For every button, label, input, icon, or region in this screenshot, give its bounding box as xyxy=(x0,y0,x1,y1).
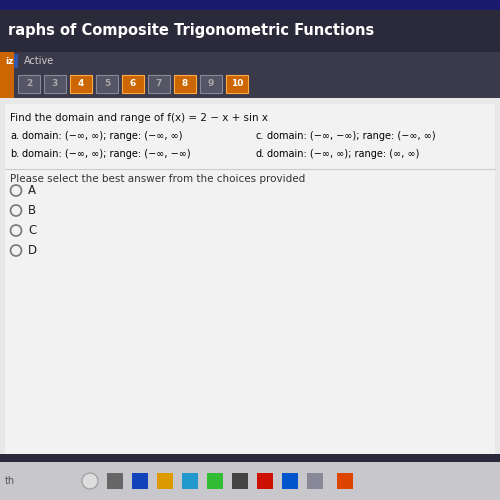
Text: B: B xyxy=(28,204,36,217)
FancyBboxPatch shape xyxy=(0,54,18,68)
FancyBboxPatch shape xyxy=(132,473,148,489)
Text: Please select the best answer from the choices provided: Please select the best answer from the c… xyxy=(10,174,305,184)
Circle shape xyxy=(10,225,22,236)
FancyBboxPatch shape xyxy=(226,75,248,93)
FancyBboxPatch shape xyxy=(0,10,500,52)
Text: 8: 8 xyxy=(182,80,188,88)
FancyBboxPatch shape xyxy=(207,473,223,489)
Text: Find the domain and range of f(x) = 2 − x + sin x: Find the domain and range of f(x) = 2 − … xyxy=(10,113,268,123)
Text: a.: a. xyxy=(10,131,19,141)
FancyBboxPatch shape xyxy=(0,0,500,10)
Text: domain: (−∞, ∞); range: (−∞, ∞): domain: (−∞, ∞); range: (−∞, ∞) xyxy=(22,131,182,141)
FancyBboxPatch shape xyxy=(148,75,170,93)
FancyBboxPatch shape xyxy=(18,75,40,93)
Text: 9: 9 xyxy=(208,80,214,88)
Text: 5: 5 xyxy=(104,80,110,88)
Text: C: C xyxy=(28,224,36,237)
Circle shape xyxy=(10,185,22,196)
Text: domain: (−∞, ∞); range: (−∞, −∞): domain: (−∞, ∞); range: (−∞, −∞) xyxy=(22,149,190,159)
Circle shape xyxy=(10,205,22,216)
FancyBboxPatch shape xyxy=(337,473,353,489)
FancyBboxPatch shape xyxy=(0,462,500,500)
FancyBboxPatch shape xyxy=(307,473,323,489)
FancyBboxPatch shape xyxy=(96,75,118,93)
Text: b.: b. xyxy=(10,149,19,159)
FancyBboxPatch shape xyxy=(232,473,248,489)
FancyBboxPatch shape xyxy=(257,473,273,489)
FancyBboxPatch shape xyxy=(0,70,500,98)
FancyBboxPatch shape xyxy=(174,75,196,93)
FancyBboxPatch shape xyxy=(282,473,298,489)
Text: th: th xyxy=(5,476,15,486)
Text: 6: 6 xyxy=(130,80,136,88)
FancyBboxPatch shape xyxy=(0,52,500,70)
FancyBboxPatch shape xyxy=(157,473,173,489)
FancyBboxPatch shape xyxy=(70,75,92,93)
Text: c.: c. xyxy=(255,131,264,141)
FancyBboxPatch shape xyxy=(0,454,500,462)
Text: iz: iz xyxy=(5,56,13,66)
Circle shape xyxy=(10,245,22,256)
FancyBboxPatch shape xyxy=(5,104,495,458)
Text: 4: 4 xyxy=(78,80,84,88)
Text: d.: d. xyxy=(255,149,264,159)
FancyBboxPatch shape xyxy=(182,473,198,489)
Circle shape xyxy=(82,473,98,489)
FancyBboxPatch shape xyxy=(0,52,14,98)
FancyBboxPatch shape xyxy=(0,98,500,462)
FancyBboxPatch shape xyxy=(44,75,66,93)
Text: 7: 7 xyxy=(156,80,162,88)
Text: Active: Active xyxy=(24,56,54,66)
Text: raphs of Composite Trigonometric Functions: raphs of Composite Trigonometric Functio… xyxy=(8,24,374,38)
FancyBboxPatch shape xyxy=(107,473,123,489)
FancyBboxPatch shape xyxy=(200,75,222,93)
Text: 10: 10 xyxy=(231,80,243,88)
Text: domain: (−∞, ∞); range: (∞, ∞): domain: (−∞, ∞); range: (∞, ∞) xyxy=(267,149,420,159)
Text: D: D xyxy=(28,244,37,257)
Text: A: A xyxy=(28,184,36,197)
Text: domain: (−∞, −∞); range: (−∞, ∞): domain: (−∞, −∞); range: (−∞, ∞) xyxy=(267,131,436,141)
Text: 3: 3 xyxy=(52,80,58,88)
FancyBboxPatch shape xyxy=(122,75,144,93)
Text: 2: 2 xyxy=(26,80,32,88)
